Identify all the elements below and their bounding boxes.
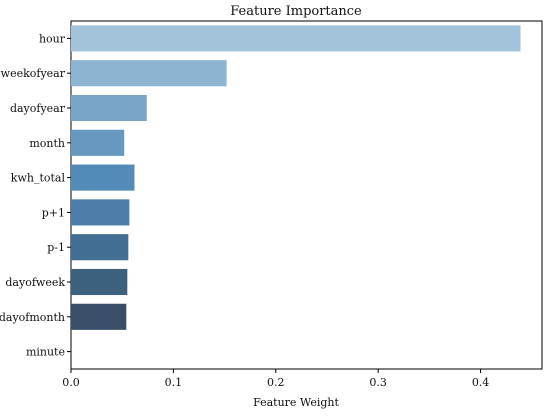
bar-month — [71, 129, 125, 156]
bar-p+1 — [71, 199, 130, 226]
x-tick-label: 0.0 — [62, 376, 80, 389]
plot-area-frame — [70, 20, 543, 370]
y-tick-label: dayofweek — [5, 276, 65, 289]
bar-dayofmonth — [71, 303, 127, 330]
y-tick-label: dayofyear — [10, 102, 66, 115]
y-tick-label: minute — [26, 346, 65, 359]
y-tick-label: hour — [39, 32, 66, 45]
x-tick-label: 0.4 — [472, 376, 490, 389]
bar-p-1 — [71, 234, 129, 261]
chart-title: Feature Importance — [230, 4, 362, 19]
y-tick-label: dayofmonth — [0, 311, 65, 324]
bar-dayofweek — [71, 268, 128, 296]
bar-hour — [71, 25, 521, 52]
y-tick-label: weekofyear — [1, 67, 66, 80]
bar-dayofyear — [71, 94, 147, 122]
x-tick-label: 0.3 — [369, 376, 387, 389]
bar-kwh_total — [71, 164, 135, 191]
x-axis-label: Feature Weight — [253, 396, 339, 409]
y-axis: hour weekofyear dayofyear month kwh_total p+1… — [0, 32, 71, 359]
y-tick-label: month — [29, 137, 65, 150]
x-tick-label: 0.2 — [267, 376, 285, 389]
y-tick-label: kwh_total — [11, 172, 66, 185]
x-tick-label: 0.1 — [165, 376, 183, 389]
y-tick-label: p-1 — [47, 241, 65, 254]
bar-weekofyear — [71, 60, 227, 87]
y-tick-label: p+1 — [42, 206, 65, 219]
bars-group — [71, 25, 521, 330]
x-axis: 0.0 0.1 0.2 0.3 0.4 — [62, 369, 489, 389]
